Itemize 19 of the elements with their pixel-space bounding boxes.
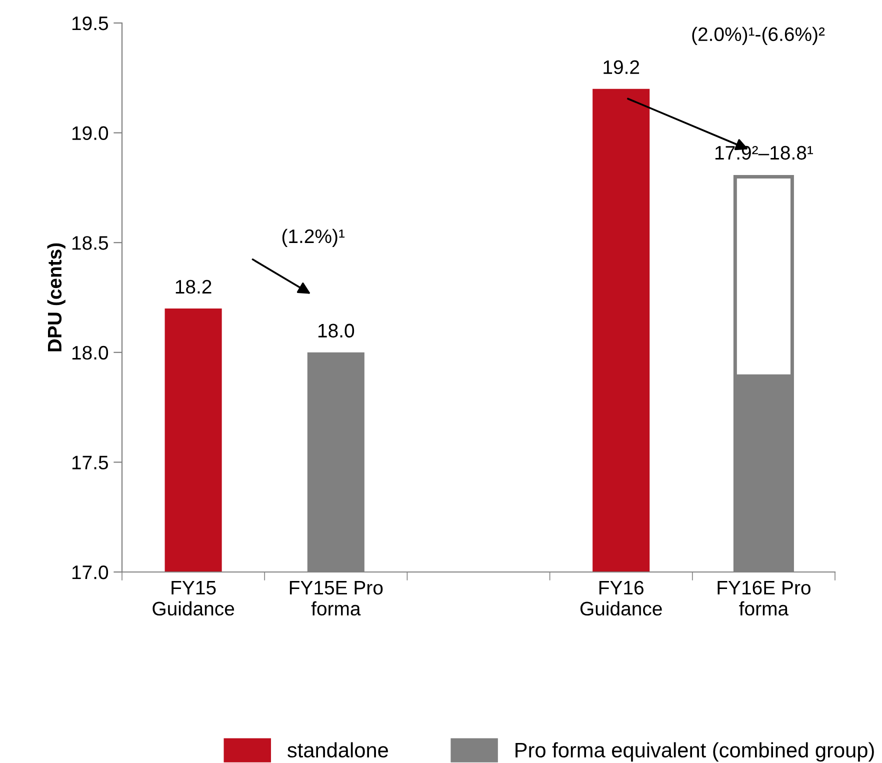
annotation: (2.0%)¹-(6.6%)² bbox=[692, 26, 825, 45]
y-tick-label: 17.0 bbox=[72, 565, 108, 580]
y-tick-label: 19.5 bbox=[72, 16, 108, 30]
x-tick-label: FY15E Pro forma bbox=[290, 581, 383, 616]
y-tick-label: 19.0 bbox=[72, 126, 108, 140]
legend-label: Pro forma equivalent (combined group) bbox=[516, 742, 874, 762]
x-tick-label: FY16E Pro forma bbox=[718, 580, 810, 616]
data-label: 18.2 bbox=[176, 280, 212, 294]
x-tick-label: FY15 Guidance bbox=[152, 581, 234, 616]
y-tick-label: 18.0 bbox=[72, 346, 108, 360]
y-tick-label: 17.5 bbox=[72, 456, 108, 470]
y-tick-label: 18.5 bbox=[72, 236, 108, 250]
legend-label: standalone bbox=[288, 742, 388, 758]
data-label: 19.2 bbox=[604, 60, 640, 74]
y-axis-title: DPU (cents) bbox=[47, 243, 66, 352]
annotation: (1.2%)¹ bbox=[282, 228, 345, 247]
data-label: 18.0 bbox=[318, 324, 354, 338]
x-tick-label: FY16 Guidance bbox=[580, 580, 662, 616]
annotation: 17.9²–18.8¹ bbox=[715, 146, 814, 160]
